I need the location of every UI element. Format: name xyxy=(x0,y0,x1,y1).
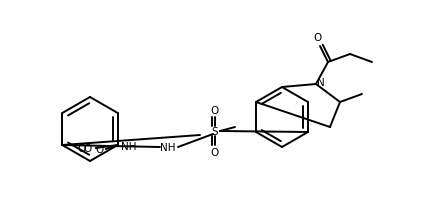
Text: O: O xyxy=(84,143,92,153)
Text: O: O xyxy=(78,143,86,153)
Text: S: S xyxy=(212,126,218,136)
Text: O: O xyxy=(211,147,219,157)
Text: O: O xyxy=(211,105,219,115)
Text: N: N xyxy=(317,78,325,87)
Text: NH: NH xyxy=(121,141,136,151)
Text: O: O xyxy=(314,33,322,43)
Text: O: O xyxy=(96,144,104,154)
Text: NH: NH xyxy=(160,142,176,152)
